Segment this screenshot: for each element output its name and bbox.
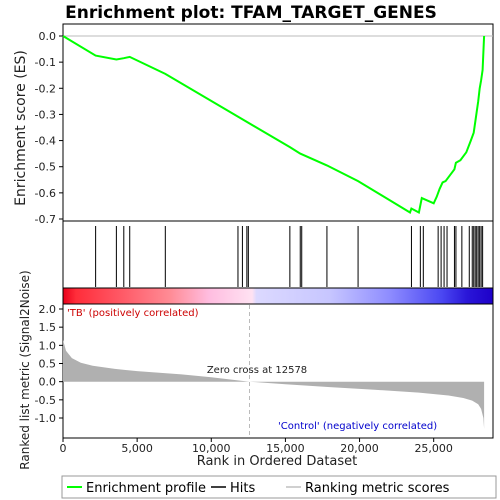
es-y-tick-label: -0.1 — [35, 56, 56, 69]
x-axis-label: Rank in Ordered Dataset — [197, 454, 358, 469]
neg-corr-label: 'Control' (negatively correlated) — [278, 421, 437, 432]
rank-color-bar — [62, 287, 494, 305]
metric-y-tick-label: 0.5 — [39, 358, 57, 371]
x-tick-label: 10,000 — [192, 442, 231, 455]
x-tick-label: 25,000 — [414, 442, 453, 455]
es-y-tick-label: -0.6 — [35, 187, 56, 200]
metric-y-label: Ranked list metric (Signal2Noise) — [18, 270, 32, 469]
es-panel: 0.0 -0.1 -0.2 -0.3 -0.4 -0.5 -0.6 -0.7 Enrichme… — [13, 23, 494, 226]
pos-corr-label: 'TB' (positively correlated) — [67, 308, 199, 319]
legend-hits-label: Hits — [230, 481, 255, 496]
hits-panel — [62, 220, 494, 289]
metric-y-tick-label: 0.0 — [39, 376, 57, 389]
metric-y-ticks: 2.0 1.5 1.0 0.5 0.0 -0.5 -1.0 — [35, 303, 63, 425]
es-panel-frame — [62, 23, 494, 222]
es-y-tick-label: -0.7 — [35, 213, 56, 226]
es-y-label: Enrichment score (ES) — [13, 50, 29, 206]
chart-title: Enrichment plot: TFAM_TARGET_GENES — [65, 3, 437, 23]
hits-panel-frame — [62, 220, 494, 289]
x-tick-label: 20,000 — [340, 442, 379, 455]
legend-ranking-label: Ranking metric scores — [305, 481, 450, 496]
es-curve — [62, 35, 486, 215]
hit-marks — [95, 226, 484, 287]
legend-enrichment-label: Enrichment profile — [86, 481, 206, 496]
x-tick-label: 0 — [60, 442, 67, 455]
metric-y-tick-label: 1.0 — [39, 339, 57, 352]
metric-panel: 2.0 1.5 1.0 0.5 0.0 -0.5 -1.0 'TB' (positively… — [18, 270, 494, 470]
legend-frame — [61, 475, 497, 499]
x-tick-label: 5,000 — [121, 442, 153, 455]
zero-cross-label: Zero cross at 12578 — [207, 365, 307, 376]
metric-y-tick-label: -0.5 — [35, 394, 56, 407]
metric-y-tick-label: 1.5 — [39, 321, 57, 334]
legend: Enrichment profile Hits Ranking metric s… — [61, 475, 497, 499]
x-tick-label: 15,000 — [266, 442, 305, 455]
x-ticks: 0 5,000 10,000 15,000 20,000 25,000 — [60, 438, 453, 455]
metric-y-tick-label: 2.0 — [39, 303, 57, 316]
es-y-tick-label: -0.3 — [35, 108, 56, 121]
metric-y-tick-label: -1.0 — [35, 412, 56, 425]
es-y-tick-label: -0.4 — [35, 135, 56, 148]
es-y-ticks: 0.0 -0.1 -0.2 -0.3 -0.4 -0.5 -0.6 -0.7 — [35, 30, 63, 226]
es-y-tick-label: -0.5 — [35, 161, 56, 174]
es-y-tick-label: 0.0 — [39, 30, 57, 43]
metric-area — [63, 339, 485, 429]
es-y-tick-label: -0.2 — [35, 82, 56, 95]
